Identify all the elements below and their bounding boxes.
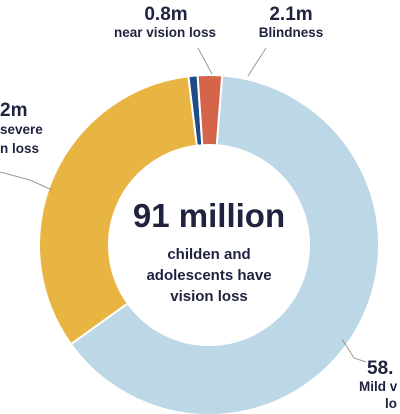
slice-value-label-blindness: 2.1m <box>269 4 312 25</box>
donut-slice-moderate-severe <box>38 75 198 346</box>
slice-labels: 0.8m near vision loss 2.1m Blindness 58.… <box>0 4 398 411</box>
leader-line-moderate-severe <box>0 171 53 191</box>
center-label: 91 million childen and adolescents have … <box>133 197 285 305</box>
slice-value-label-mild: 58. <box>367 358 393 379</box>
slice-value-label-near-vision-loss: 0.8m <box>144 4 187 25</box>
center-subtitle-line-3: vision loss <box>170 288 248 305</box>
center-total: 91 million <box>133 197 285 234</box>
center-subtitle-line-2: adolescents have <box>146 267 271 284</box>
center-subtitle-line-1: childen and <box>167 246 250 263</box>
slice-name-label-mild-line-2: lo <box>385 396 397 411</box>
leader-line-near-vision-loss <box>197 47 213 75</box>
slice-name-label-near-vision-loss: near vision loss <box>114 25 216 40</box>
slice-name-label-blindness: Blindness <box>259 25 324 40</box>
slice-name-label-mild-line-1: Mild v <box>359 379 398 394</box>
slice-name-label-moderate-severe-line-2: n loss <box>0 141 39 156</box>
leader-line-mild <box>341 338 367 363</box>
slice-name-label-moderate-severe-line-1: severe <box>0 122 43 137</box>
donut-slice-mild <box>69 74 380 414</box>
leader-lines-layer <box>0 47 367 363</box>
slice-value-label-moderate-severe: 2m <box>0 100 27 121</box>
leader-line-blindness <box>247 47 267 77</box>
slices-layer <box>38 74 380 414</box>
